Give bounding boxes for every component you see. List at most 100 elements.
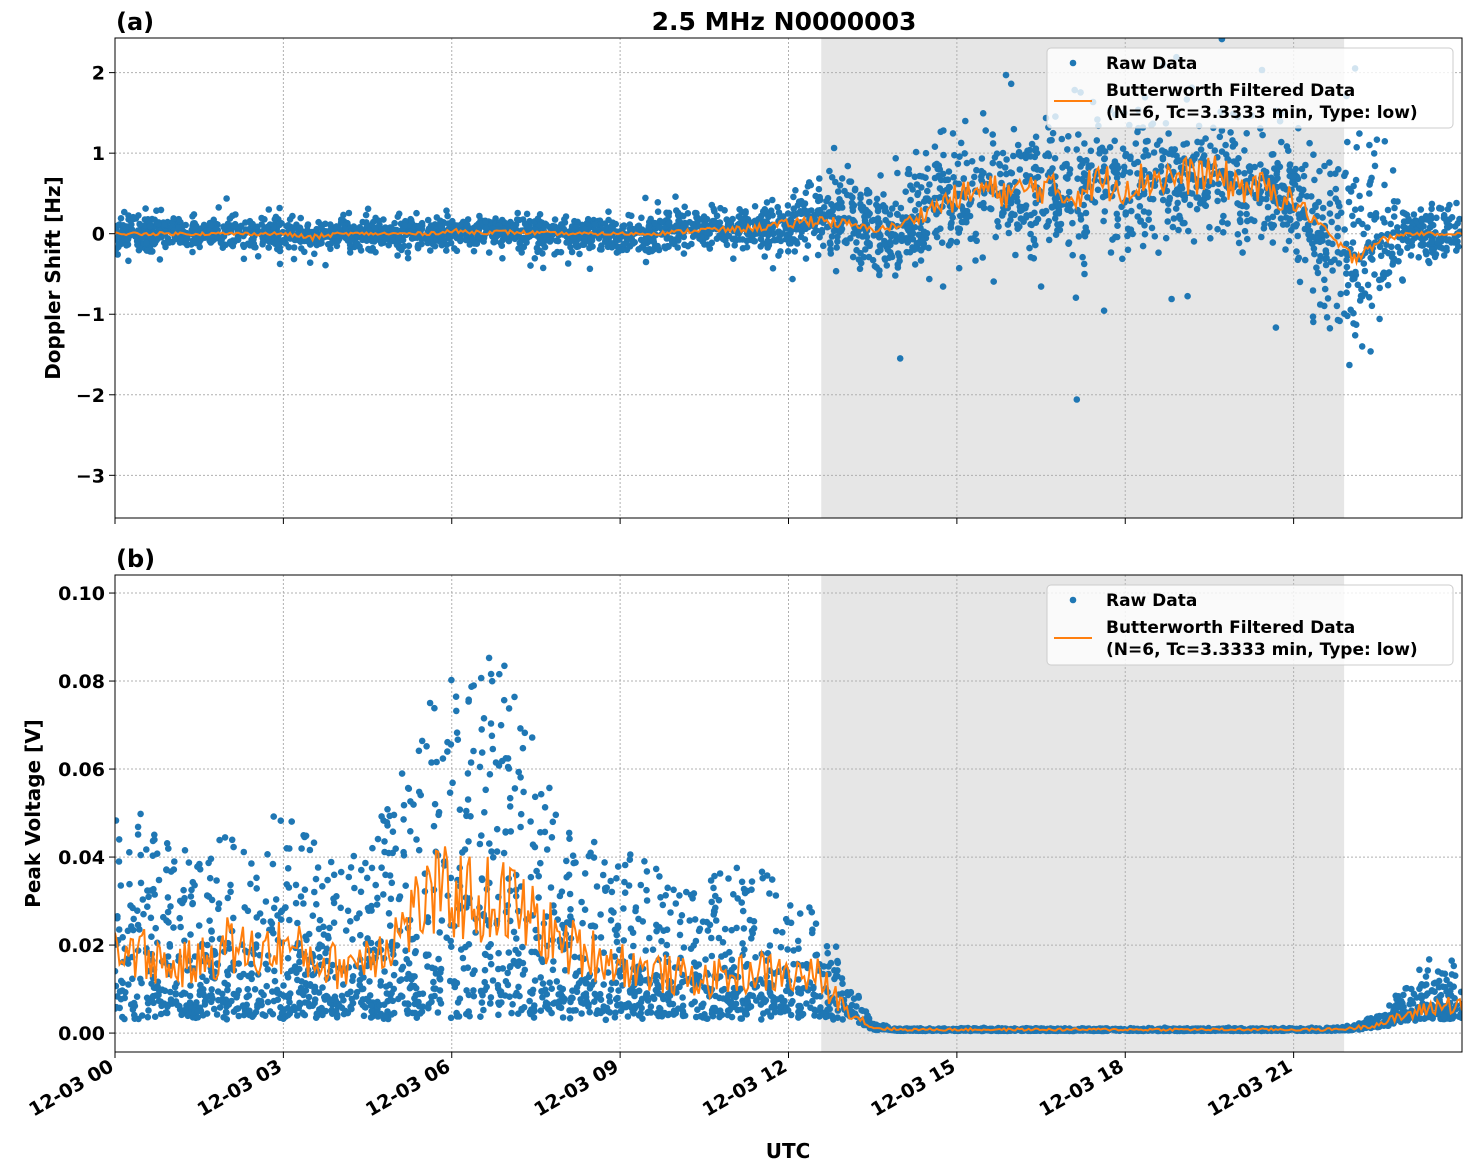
raw-data-point: [650, 236, 657, 244]
raw-data-point: [1009, 193, 1017, 201]
raw-data-point: [426, 699, 434, 707]
raw-data-point: [1422, 248, 1429, 255]
raw-data-point: [277, 817, 285, 824]
raw-data-point: [237, 222, 245, 230]
raw-data-point: [391, 219, 398, 227]
raw-data-point: [1181, 196, 1188, 203]
raw-data-point: [1300, 172, 1308, 180]
raw-data-point: [319, 984, 326, 991]
raw-data-point: [1170, 215, 1178, 222]
raw-data-point: [1360, 260, 1368, 267]
raw-data-point: [262, 898, 270, 905]
raw-data-point: [1370, 150, 1378, 157]
raw-data-point: [635, 246, 642, 253]
raw-data-point: [949, 214, 956, 221]
raw-data-point: [220, 223, 227, 230]
raw-data-point: [1069, 219, 1076, 227]
raw-data-point: [613, 875, 620, 882]
raw-data-point: [1283, 143, 1291, 150]
raw-data-point: [982, 127, 989, 134]
raw-data-point: [1011, 211, 1018, 219]
raw-data-point: [1159, 196, 1167, 204]
raw-data-point: [390, 811, 398, 819]
raw-data-point: [1304, 221, 1312, 228]
raw-data-point: [1202, 202, 1210, 210]
raw-data-point: [268, 925, 276, 933]
raw-data-point: [989, 131, 996, 138]
raw-data-point: [1199, 154, 1207, 162]
raw-data-point: [254, 252, 262, 260]
raw-data-point: [621, 861, 629, 869]
raw-data-point: [506, 803, 514, 810]
raw-data-point: [1051, 155, 1059, 162]
raw-data-point: [1234, 231, 1242, 238]
raw-data-point: [253, 874, 260, 882]
raw-data-point: [407, 798, 414, 805]
raw-data-point: [1032, 163, 1039, 171]
raw-data-point: [1384, 281, 1392, 289]
raw-data-point: [489, 745, 497, 753]
raw-data-point: [888, 205, 896, 212]
raw-data-point: [244, 985, 251, 993]
raw-data-point: [692, 971, 699, 978]
raw-data-point: [408, 976, 415, 983]
raw-data-point: [298, 245, 305, 252]
raw-data-point: [625, 211, 632, 219]
raw-data-point: [1073, 396, 1081, 403]
raw-data-point: [561, 216, 568, 223]
raw-data-point: [769, 196, 776, 204]
raw-data-point: [1373, 136, 1381, 143]
raw-data-point: [832, 178, 839, 186]
raw-data-point: [1032, 133, 1040, 141]
raw-data-point: [377, 238, 385, 245]
raw-data-point: [853, 246, 860, 254]
raw-data-point: [626, 221, 634, 228]
raw-data-point: [750, 237, 758, 245]
raw-data-point: [383, 990, 391, 997]
raw-data-point: [691, 916, 699, 923]
raw-data-point: [369, 244, 377, 252]
raw-data-point: [504, 969, 512, 977]
raw-data-point: [456, 235, 464, 242]
raw-data-point: [345, 873, 353, 881]
raw-data-point: [1350, 182, 1357, 190]
raw-data-point: [1404, 244, 1411, 252]
raw-data-point: [1172, 205, 1180, 212]
raw-data-point: [264, 851, 271, 858]
raw-data-point: [892, 238, 899, 245]
raw-data-point: [269, 860, 277, 868]
raw-data-point: [915, 200, 923, 208]
raw-data-point: [163, 840, 171, 847]
raw-data-point: [990, 278, 997, 285]
raw-data-point: [137, 879, 145, 887]
raw-data-point: [1343, 256, 1350, 264]
raw-data-point: [860, 253, 868, 261]
panel-b-voltage: 12-03 00 12-03 03 12-03 06 12-03 09 12-03 12…: [21, 545, 1463, 1121]
raw-data-point: [641, 236, 648, 244]
raw-data-point: [465, 838, 472, 845]
raw-data-point: [999, 149, 1007, 157]
raw-data-point: [1300, 186, 1307, 194]
raw-data-point: [1037, 283, 1045, 290]
raw-data-point: [981, 190, 988, 197]
raw-data-point: [827, 212, 834, 220]
raw-data-point: [427, 247, 434, 254]
raw-data-point: [1337, 250, 1345, 257]
raw-data-point: [1134, 128, 1141, 136]
raw-data-point: [1075, 131, 1082, 138]
raw-data-point: [539, 980, 547, 987]
raw-data-point: [378, 864, 385, 871]
raw-data-point: [613, 938, 621, 946]
raw-data-point: [296, 224, 304, 231]
raw-data-point: [1428, 205, 1435, 213]
raw-data-point: [470, 747, 477, 755]
raw-data-point: [758, 212, 765, 220]
raw-data-point: [1012, 251, 1019, 259]
raw-data-point: [1078, 175, 1086, 183]
raw-data-point: [1218, 127, 1226, 134]
raw-data-point: [642, 258, 650, 266]
raw-data-point: [826, 239, 834, 246]
raw-data-point: [1178, 185, 1186, 192]
raw-data-point: [304, 221, 312, 228]
raw-data-point: [276, 260, 284, 268]
